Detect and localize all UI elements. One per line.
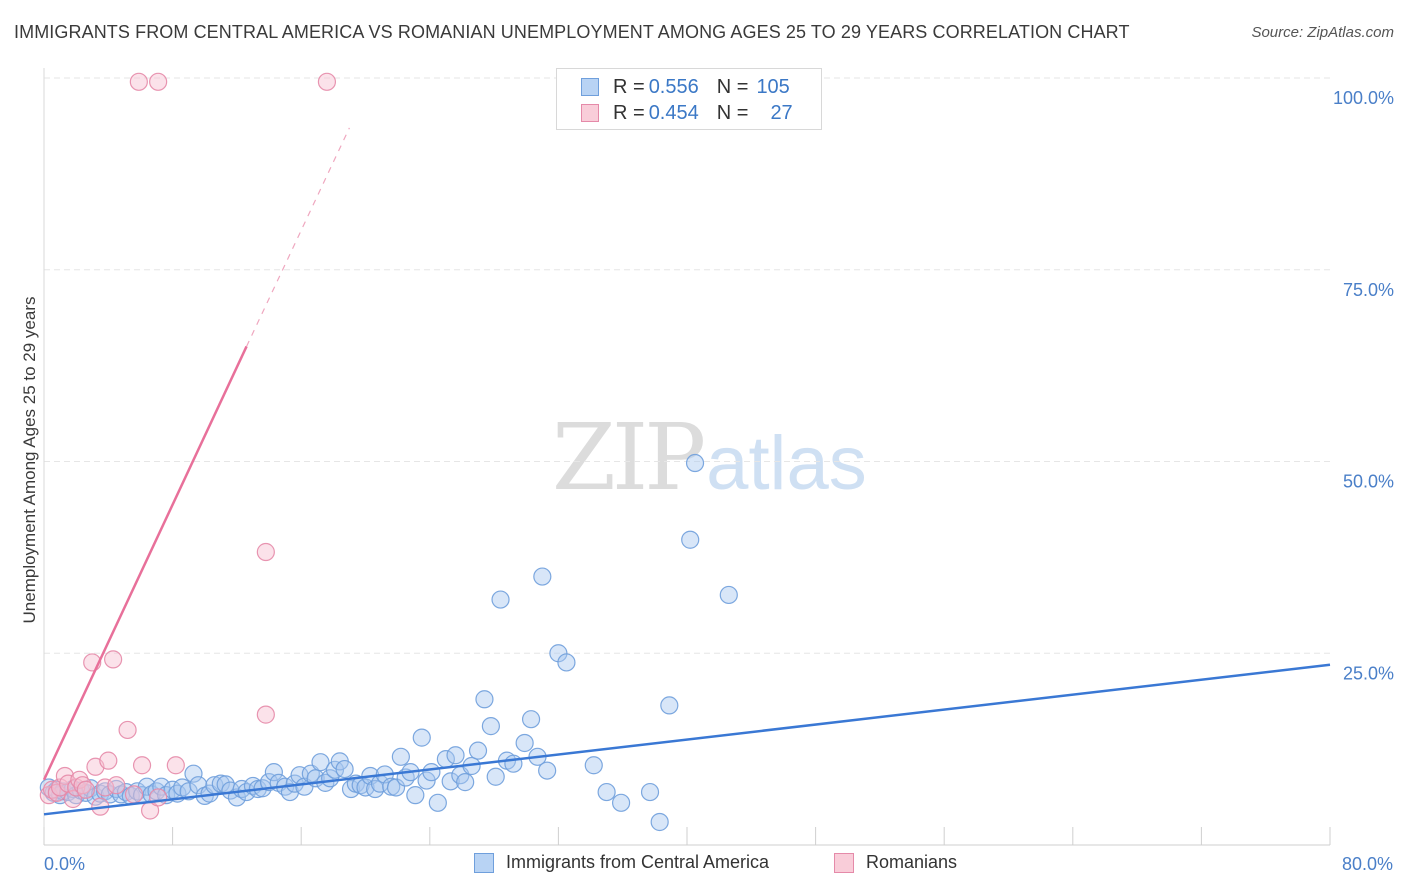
point-romanians bbox=[256, 542, 275, 562]
point-romanians bbox=[95, 778, 115, 797]
y-tick-label: 50.0% bbox=[1343, 472, 1394, 492]
point-central-america bbox=[456, 773, 475, 792]
point-central-america bbox=[386, 778, 406, 797]
point-central-america bbox=[584, 756, 603, 775]
legend-n-value: 105 bbox=[756, 75, 790, 98]
point-central-america bbox=[597, 782, 616, 802]
point-central-america bbox=[232, 779, 251, 799]
trendline-romanians bbox=[42, 345, 248, 781]
legend-r-label: R = bbox=[613, 101, 645, 124]
series-romanians bbox=[39, 72, 337, 820]
point-central-america bbox=[491, 590, 510, 609]
point-central-america bbox=[468, 741, 488, 760]
point-central-america bbox=[391, 747, 410, 766]
point-central-america bbox=[341, 779, 361, 799]
point-central-america bbox=[538, 761, 557, 780]
point-central-america bbox=[504, 754, 523, 773]
legend-swatch-blue bbox=[474, 852, 494, 873]
point-romanians bbox=[166, 756, 185, 775]
point-romanians bbox=[104, 650, 123, 669]
point-central-america bbox=[611, 793, 631, 812]
source-label: Source: ZipAtlas.com bbox=[1251, 24, 1394, 41]
point-central-america bbox=[640, 782, 660, 802]
point-central-america bbox=[428, 793, 447, 812]
legend-label-central-america: Immigrants from Central America bbox=[506, 852, 770, 872]
point-romanians bbox=[149, 788, 168, 807]
point-central-america bbox=[311, 753, 330, 772]
point-central-america bbox=[422, 763, 441, 782]
x-tick-label-min: 0.0% bbox=[44, 854, 85, 874]
point-central-america bbox=[515, 733, 534, 753]
point-romanians bbox=[129, 72, 148, 91]
point-central-america bbox=[521, 710, 541, 729]
legend-r-label: R = bbox=[613, 75, 645, 98]
legend-swatch-pink bbox=[834, 852, 854, 873]
legend-row-central-america: R = 0.556 N = 105 bbox=[581, 74, 790, 100]
point-central-america bbox=[650, 812, 669, 832]
point-romanians bbox=[70, 770, 89, 789]
point-central-america bbox=[417, 771, 436, 790]
legend-swatch-blue bbox=[581, 78, 599, 96]
point-central-america bbox=[406, 786, 425, 805]
y-tick-label: 100.0% bbox=[1333, 88, 1394, 108]
point-romanians bbox=[256, 705, 275, 724]
point-romanians bbox=[107, 776, 126, 795]
point-central-america bbox=[211, 774, 230, 793]
point-romanians bbox=[99, 751, 118, 770]
point-central-america bbox=[486, 767, 505, 786]
legend-swatch-pink bbox=[581, 104, 599, 122]
trendline-romanians-extension bbox=[246, 127, 350, 347]
y-tick-label: 25.0% bbox=[1343, 663, 1394, 683]
point-romanians bbox=[63, 789, 83, 809]
legend-item-romanians: Romanians bbox=[834, 852, 957, 873]
x-tick-label-max: 80.0% bbox=[1342, 854, 1393, 874]
point-central-america bbox=[475, 690, 494, 709]
point-central-america bbox=[533, 567, 552, 586]
point-central-america bbox=[325, 760, 345, 779]
trend-lines bbox=[42, 127, 1331, 816]
legend-label-romanians: Romanians bbox=[866, 852, 958, 872]
point-central-america bbox=[719, 585, 738, 605]
legend-r-value: 0.454 bbox=[648, 101, 699, 124]
point-central-america bbox=[557, 653, 576, 672]
point-romanians bbox=[317, 72, 337, 91]
point-romanians bbox=[76, 780, 95, 799]
legend-item-central-america: Immigrants from Central America bbox=[474, 852, 769, 873]
point-central-america bbox=[335, 759, 354, 779]
tick-labels: 25.0% 50.0% 75.0% 100.0% 0.0% 80.0% bbox=[44, 88, 1394, 874]
point-central-america bbox=[681, 530, 700, 549]
point-central-america bbox=[660, 696, 679, 715]
point-central-america bbox=[184, 764, 203, 783]
point-central-america bbox=[152, 777, 171, 796]
point-central-america bbox=[412, 728, 431, 747]
point-central-america bbox=[382, 777, 401, 796]
series-legend: Immigrants from Central America Romanian… bbox=[0, 852, 1406, 878]
trendline-central-america bbox=[43, 663, 1331, 816]
legend-n-value: 27 bbox=[770, 101, 793, 124]
point-romanians bbox=[149, 72, 168, 91]
point-central-america bbox=[446, 746, 465, 765]
legend-row-romanians: R = 0.454 N = 27 bbox=[581, 100, 793, 126]
correlation-legend: R = 0.556 N = 105 R = 0.454 N = 27 bbox=[556, 68, 822, 130]
chart-title: IMMIGRANTS FROM CENTRAL AMERICA VS ROMAN… bbox=[14, 22, 1130, 42]
point-central-america bbox=[86, 787, 105, 806]
point-romanians bbox=[118, 720, 137, 740]
point-central-america bbox=[441, 772, 460, 791]
point-central-america bbox=[685, 453, 705, 473]
point-romanians bbox=[124, 785, 144, 804]
point-central-america bbox=[366, 779, 385, 799]
axes bbox=[43, 68, 1331, 846]
y-tick-label: 75.0% bbox=[1343, 280, 1394, 300]
point-central-america bbox=[481, 717, 500, 736]
legend-n-label: N = bbox=[716, 75, 749, 98]
legend-n-label: N = bbox=[716, 101, 749, 124]
point-romanians bbox=[132, 756, 152, 775]
point-central-america bbox=[264, 763, 283, 782]
legend-r-value: 0.556 bbox=[648, 75, 699, 98]
